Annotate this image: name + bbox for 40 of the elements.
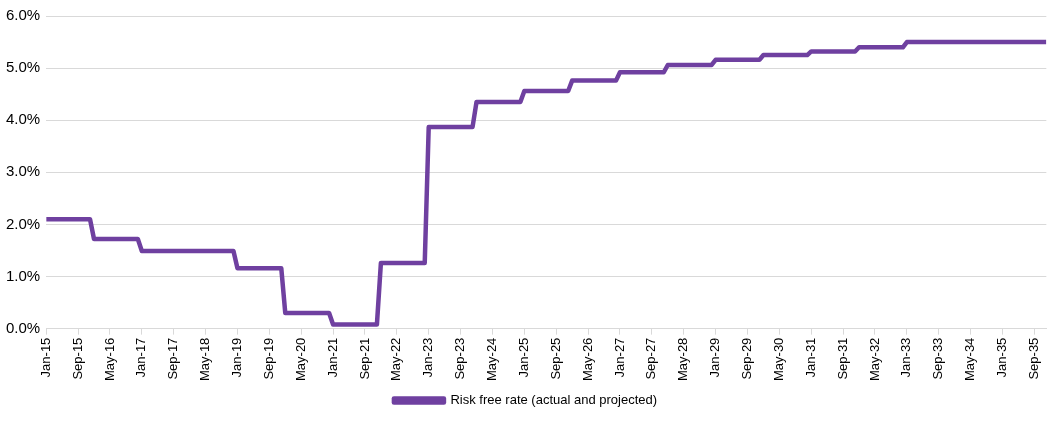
x-tick-label: May-24 xyxy=(484,337,500,382)
x-tick-label: Sep-25 xyxy=(547,337,563,380)
x-tick-label: Jan-29 xyxy=(707,337,723,378)
x-tick-label: Jan-25 xyxy=(515,337,531,378)
x-tick-label: Sep-31 xyxy=(834,337,850,380)
x-tick-label: May-34 xyxy=(962,337,978,382)
x-tick-label: Sep-33 xyxy=(930,337,946,380)
x-tick-label: May-26 xyxy=(579,337,595,382)
x-tick-label: May-20 xyxy=(292,337,308,382)
x-tick-label: Jan-15 xyxy=(37,337,53,378)
y-tick-label: 5.0% xyxy=(5,58,41,76)
x-tick-label: Sep-17 xyxy=(165,337,181,380)
y-tick-label: 4.0% xyxy=(5,110,41,128)
x-tick-label: Jan-19 xyxy=(229,337,245,378)
x-tick-label: May-18 xyxy=(197,337,213,382)
x-tick-label: Jan-35 xyxy=(994,337,1010,378)
x-tick-label: Jan-27 xyxy=(611,337,627,378)
x-tick-label: May-28 xyxy=(675,337,691,382)
y-tick-label: 0.0% xyxy=(5,318,41,336)
x-tick-label: Sep-23 xyxy=(452,337,468,380)
y-tick-label: 2.0% xyxy=(5,214,41,232)
x-tick-label: Jan-21 xyxy=(324,337,340,378)
x-tick-label: May-22 xyxy=(388,337,404,382)
x-tick-label: May-32 xyxy=(866,337,882,382)
legend-label: Risk free rate (actual and projected) xyxy=(450,392,658,408)
x-tick-label: Jan-17 xyxy=(133,337,149,378)
x-tick-label: Jan-31 xyxy=(802,337,818,378)
y-tick-label: 3.0% xyxy=(5,162,41,180)
x-tick-label: Sep-15 xyxy=(69,337,85,380)
x-tick-label: Jan-23 xyxy=(420,337,436,378)
y-tick-label: 6.0% xyxy=(5,6,41,24)
x-tick-label: May-30 xyxy=(770,337,786,382)
y-tick-label: 1.0% xyxy=(5,266,41,284)
x-tick-label: Sep-19 xyxy=(260,337,276,380)
x-tick-label: May-16 xyxy=(101,337,117,382)
x-tick-label: Sep-35 xyxy=(1025,337,1041,380)
x-tick-label: Sep-21 xyxy=(356,337,372,380)
x-tick-label: Jan-33 xyxy=(898,337,914,378)
x-tick-label: Sep-29 xyxy=(739,337,755,380)
x-tick-label: Sep-27 xyxy=(643,337,659,380)
